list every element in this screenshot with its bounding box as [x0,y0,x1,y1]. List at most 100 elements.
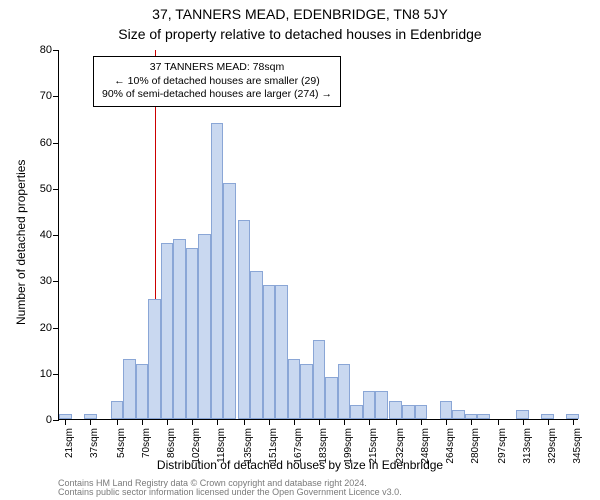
x-tick-label: 135sqm [243,428,254,468]
x-tick [344,419,345,425]
histogram-bar [313,340,326,419]
histogram-bar [541,414,554,419]
histogram-bar [375,391,388,419]
x-tick-label: 102sqm [191,428,202,468]
annotation-line1: 37 TANNERS MEAD: 78sqm [102,61,332,75]
y-tick [53,235,59,236]
histogram-bar [477,414,490,419]
x-tick [117,419,118,425]
x-tick [65,419,66,425]
x-tick [573,419,574,425]
x-tick-label: 118sqm [216,428,227,468]
x-tick-label: 167sqm [293,428,304,468]
x-tick [90,419,91,425]
x-tick [421,419,422,425]
x-tick-label: 313sqm [522,428,533,468]
histogram-bar [238,220,251,419]
x-tick-label: 183sqm [318,428,329,468]
x-tick-label: 329sqm [547,428,558,468]
x-tick [167,419,168,425]
x-tick-label: 215sqm [368,428,379,468]
x-tick-label: 280sqm [470,428,481,468]
histogram-bar [263,285,276,419]
x-tick-label: 70sqm [141,428,152,468]
x-tick [269,419,270,425]
footer: Contains HM Land Registry data © Crown c… [58,479,578,497]
histogram-bar [111,401,124,420]
chart-container: 37, TANNERS MEAD, EDENBRIDGE, TN8 5JY Si… [0,0,600,500]
y-tick-label: 20 [24,322,52,334]
y-tick [53,420,59,421]
histogram-bar [161,243,174,419]
x-tick-label: 248sqm [420,428,431,468]
x-tick [446,419,447,425]
y-tick-label: 50 [24,183,52,195]
histogram-bar [123,359,136,419]
x-tick-label: 199sqm [343,428,354,468]
histogram-bar [59,414,72,419]
y-tick-label: 10 [24,368,52,380]
x-tick [294,419,295,425]
x-tick [369,419,370,425]
histogram-bar [211,123,224,419]
histogram-bar [566,414,579,419]
histogram-bar [452,410,465,419]
histogram-bar [250,271,263,419]
x-tick [142,419,143,425]
y-tick-label: 30 [24,275,52,287]
histogram-bar [275,285,288,419]
y-tick-label: 0 [24,414,52,426]
histogram-bar [148,299,161,419]
plot-area: 37 TANNERS MEAD: 78sqm ← 10% of detached… [58,50,578,420]
x-tick-label: 37sqm [89,428,100,468]
histogram-bar [389,401,402,420]
histogram-bar [338,364,351,420]
x-tick-label: 345sqm [572,428,583,468]
x-tick-label: 297sqm [497,428,508,468]
y-tick [53,50,59,51]
footer-line2: Contains public sector information licen… [58,488,578,497]
y-tick [53,96,59,97]
x-tick-label: 151sqm [268,428,279,468]
y-tick-label: 40 [24,229,52,241]
histogram-bar [402,405,415,419]
x-tick-label: 54sqm [116,428,127,468]
page-title-line2: Size of property relative to detached ho… [0,26,600,42]
histogram-bar [136,364,149,420]
y-tick [53,281,59,282]
histogram-bar [186,248,199,419]
page-title-line1: 37, TANNERS MEAD, EDENBRIDGE, TN8 5JY [0,6,600,22]
x-tick-label: 21sqm [64,428,75,468]
x-tick [471,419,472,425]
x-tick-label: 232sqm [395,428,406,468]
x-tick [217,419,218,425]
y-tick [53,374,59,375]
x-tick [192,419,193,425]
x-tick-label: 264sqm [445,428,456,468]
histogram-bar [325,377,338,419]
histogram-bar [415,405,428,419]
histogram-bar [84,414,97,419]
histogram-bar [223,183,236,419]
y-tick [53,143,59,144]
histogram-bar [173,239,186,419]
annotation-box: 37 TANNERS MEAD: 78sqm ← 10% of detached… [93,56,341,107]
histogram-bar [516,410,529,419]
x-tick [396,419,397,425]
x-tick [319,419,320,425]
histogram-bar [300,364,313,420]
histogram-bar [350,405,363,419]
x-tick [548,419,549,425]
x-tick [498,419,499,425]
histogram-bar [440,401,453,420]
histogram-bar [465,414,478,419]
histogram-bar [288,359,301,419]
y-tick [53,328,59,329]
annotation-line3: 90% of semi-detached houses are larger (… [102,88,332,102]
histogram-bar [198,234,211,419]
y-tick-label: 60 [24,137,52,149]
annotation-line2: ← 10% of detached houses are smaller (29… [102,75,332,89]
y-tick-label: 80 [24,44,52,56]
x-tick [523,419,524,425]
x-tick-label: 86sqm [166,428,177,468]
